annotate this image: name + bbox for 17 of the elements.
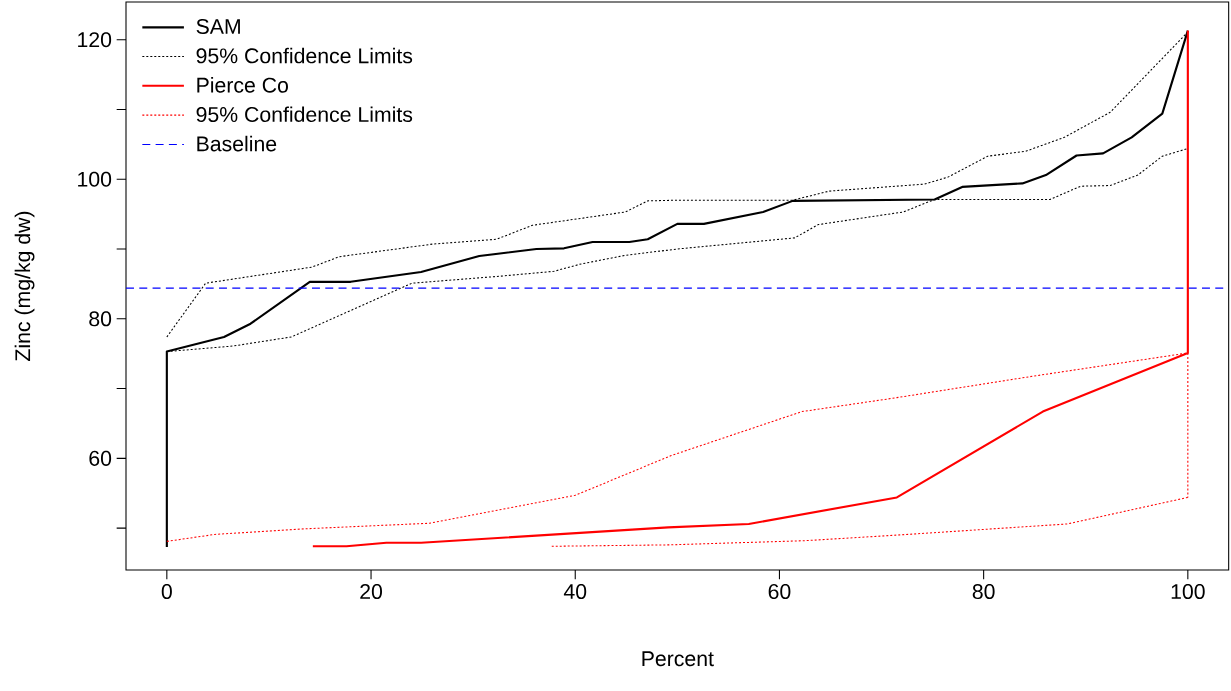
x-tick-label: 40 <box>563 584 587 600</box>
x-tick-label: 60 <box>768 584 791 600</box>
x-tick-label: 100 <box>1171 584 1205 600</box>
legend-label: SAM <box>196 18 240 34</box>
y-tick-label: 120 <box>78 32 112 48</box>
y-tick-label: 100 <box>78 171 112 187</box>
x-tick-label: 80 <box>972 584 995 600</box>
legend-label: 95% Confidence Limits <box>196 47 413 64</box>
y-axis-title: Zinc (mg/kg dw) <box>14 211 35 361</box>
legend-label: Pierce Co <box>197 77 288 93</box>
y-tick-label: 80 <box>89 311 112 327</box>
legend-label: Baseline <box>197 135 277 152</box>
x-tick-label: 20 <box>360 584 383 600</box>
legend-label: 95% Confidence Limits <box>196 106 413 123</box>
y-tick-label: 60 <box>89 450 112 466</box>
x-tick-label: 0 <box>161 584 172 600</box>
x-axis-title: Percent <box>642 651 714 667</box>
